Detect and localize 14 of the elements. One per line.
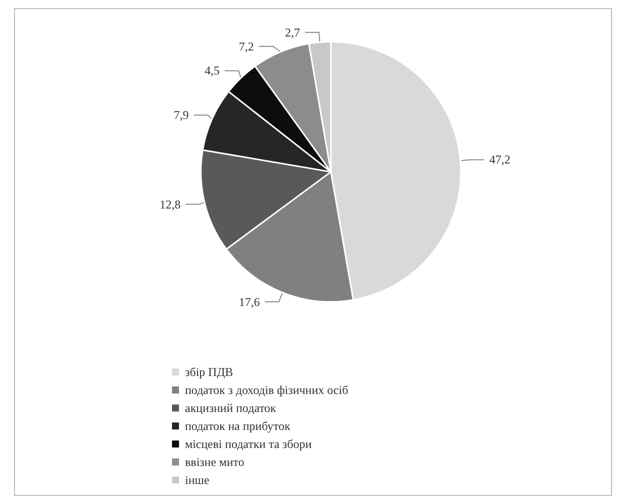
legend-label: ввізне мито [185,455,244,469]
legend-label: місцеві податки та збори [185,437,312,451]
data-label: 17,6 [238,294,260,309]
legend-label: збір ПДВ [185,365,234,379]
data-label: 12,8 [160,197,181,212]
data-label: 47,2 [489,152,510,167]
data-label: 7,9 [174,108,189,122]
legend-label: інше [185,473,210,487]
data-label: 2,7 [285,25,300,40]
legend-label: податок з доходів фізичних осіб [185,383,348,397]
data-label: 4,5 [204,64,220,78]
legend-label: акцизний податок [185,401,276,415]
data-label: 7,2 [238,39,254,54]
legend-label: податок на прибуток [185,419,290,433]
